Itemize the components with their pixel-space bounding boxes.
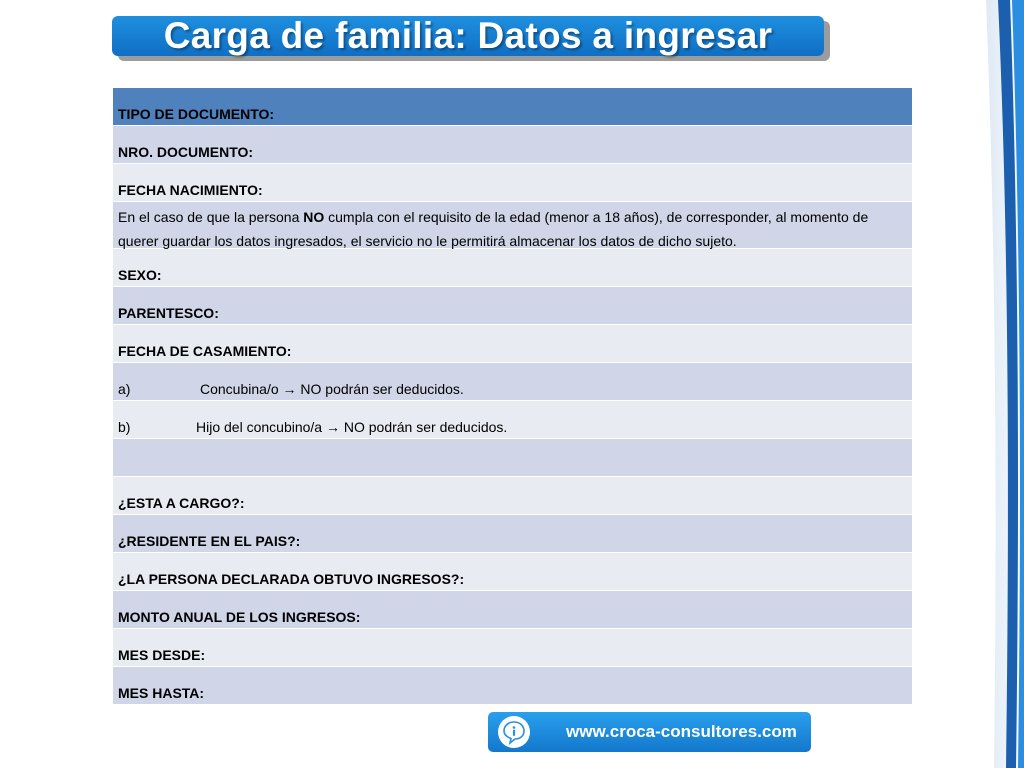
list-item: b) Hijo del concubino/a → NO podrán ser … xyxy=(113,401,912,438)
note-text-bold: NO xyxy=(303,209,325,225)
table-row: ¿LA PERSONA DECLARADA OBTUVO INGRESOS?: xyxy=(113,553,912,590)
footer-banner: www.croca-consultores.com xyxy=(488,712,811,752)
field-label-parentesco: PARENTESCO: xyxy=(118,305,219,321)
website-link[interactable]: www.croca-consultores.com xyxy=(566,722,797,741)
table-row: MONTO ANUAL DE LOS INGRESOS: xyxy=(113,591,912,628)
table-row: MES DESDE: xyxy=(113,629,912,666)
table-header-row: TIPO DE DOCUMENTO: xyxy=(113,88,912,125)
empty-row xyxy=(113,439,912,476)
note-text-before: En el caso de que la persona xyxy=(118,209,304,225)
decorative-swoosh xyxy=(964,0,1024,768)
list-item: a) Concubina/o → NO podrán ser deducidos… xyxy=(113,363,912,400)
list-item-letter: a) xyxy=(118,381,131,397)
table-row: FECHA DE CASAMIENTO: xyxy=(113,325,912,362)
field-label-fecha-nacimiento: FECHA NACIMIENTO: xyxy=(118,182,263,198)
list-item-letter: b) xyxy=(118,419,131,435)
age-requirement-note: En el caso de que la persona NO cumpla c… xyxy=(113,202,912,249)
note-text-after: cumpla con el requisito de la edad (meno… xyxy=(118,209,869,249)
table-row: MES HASTA: xyxy=(113,667,912,704)
form-fields-table: TIPO DE DOCUMENTO: NRO. DOCUMENTO: FECHA… xyxy=(113,88,912,705)
field-label-nro-documento: NRO. DOCUMENTO: xyxy=(118,144,254,160)
table-row: PARENTESCO: xyxy=(113,287,912,324)
field-label-monto-anual: MONTO ANUAL DE LOS INGRESOS: xyxy=(118,609,361,625)
list-item-text: Hijo del concubino/a → NO podrán ser ded… xyxy=(196,419,508,435)
field-label-mes-desde: MES DESDE: xyxy=(118,647,206,663)
field-label-mes-hasta: MES HASTA: xyxy=(118,685,205,701)
table-row: ¿RESIDENTE EN EL PAIS?: xyxy=(113,515,912,552)
page-title: Carga de familia: Datos a ingresar xyxy=(163,15,773,56)
table-row: NRO. DOCUMENTO: xyxy=(113,126,912,163)
table-row: SEXO: xyxy=(113,249,912,286)
title-banner: Carga de familia: Datos a ingresar xyxy=(112,15,824,56)
note-text: En el caso de que la persona NO cumpla c… xyxy=(118,205,907,253)
list-item-text: Concubina/o → NO podrán ser deducidos. xyxy=(200,381,464,397)
info-speech-bubble-icon xyxy=(498,716,530,748)
field-label-ingresos: ¿LA PERSONA DECLARADA OBTUVO INGRESOS?: xyxy=(118,571,465,587)
field-label-tipo-documento: TIPO DE DOCUMENTO: xyxy=(118,106,275,122)
field-label-sexo: SEXO: xyxy=(118,267,162,283)
table-row: FECHA NACIMIENTO: xyxy=(113,164,912,201)
field-label-residente: ¿RESIDENTE EN EL PAIS?: xyxy=(118,533,301,549)
field-label-fecha-casamiento: FECHA DE CASAMIENTO: xyxy=(118,343,292,359)
table-row: ¿ESTA A CARGO?: xyxy=(113,477,912,514)
field-label-a-cargo: ¿ESTA A CARGO?: xyxy=(118,495,245,511)
